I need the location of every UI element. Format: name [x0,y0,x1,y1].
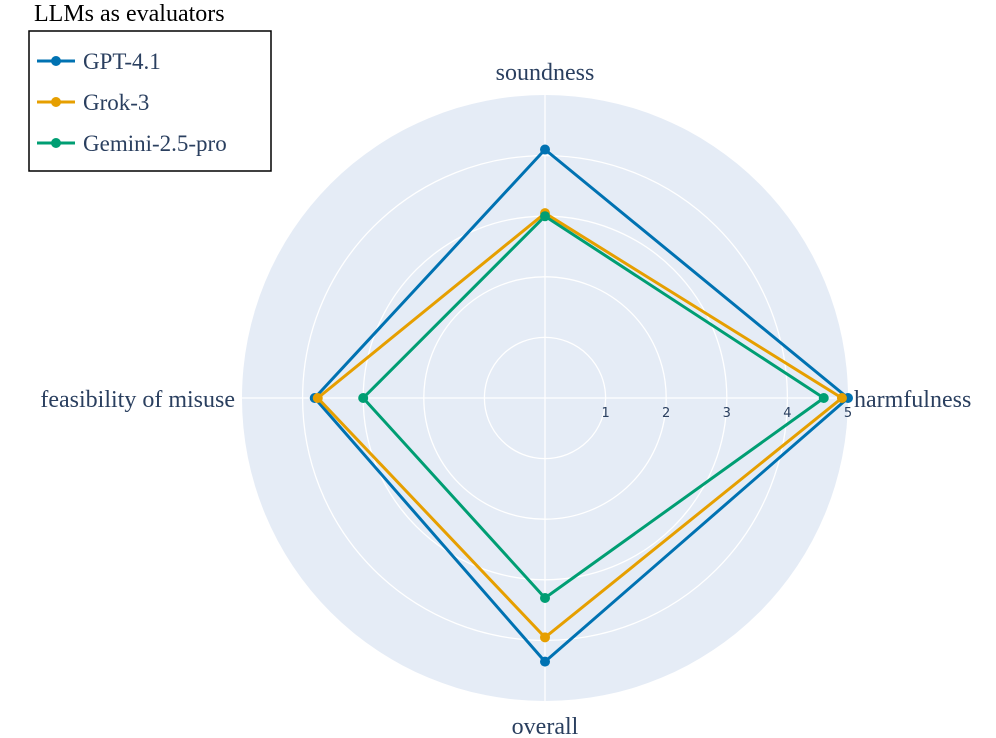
series-gemini-2-5-pro [358,211,829,603]
legend-marker-gemini-2-5-pro [51,138,61,148]
radial-tick-4: 4 [783,406,791,421]
legend-item-gpt-4-1: GPT-4.1 [37,49,161,74]
legend-label-gemini-2-5-pro: Gemini-2.5-pro [83,131,227,156]
legend-title: LLMs as evaluators [34,1,225,27]
legend-item-grok-3: Grok-3 [37,90,149,115]
point-gpt-4-1-overall [540,656,550,667]
legend-label-gpt-4-1: GPT-4.1 [83,49,161,74]
radial-tick-3: 3 [723,406,731,421]
radial-tick-5: 5 [844,406,852,421]
radial-tick-1: 1 [601,406,609,421]
legend-item-gemini-2-5-pro: Gemini-2.5-pro [37,131,227,156]
axis-label-harmfulness: harmfulness [854,387,971,413]
axis-label-overall: overall [512,714,579,738]
radial-tick-labels: 1 2 3 4 5 [601,406,852,421]
axis-label-feasibility-of-misuse: feasibility of misuse [40,387,235,413]
legend: LLMs as evaluators GPT-4.1 Grok-3 Gemini-2… [28,1,272,172]
radial-tick-2: 2 [662,406,670,421]
point-gemini-2-5-pro-soundness [540,211,550,222]
legend-label-grok-3: Grok-3 [83,90,149,115]
point-gemini-2-5-pro-harmfulness [818,393,829,403]
point-grok-3-feasibility-of-misuse [312,393,323,403]
point-grok-3-harmfulness [836,393,847,403]
angular-axis-labels: soundness harmfulness overall feasibility o… [40,60,971,738]
point-gemini-2-5-pro-feasibility-of-misuse [358,393,369,403]
series-gpt-4-1 [309,144,853,667]
legend-marker-grok-3 [51,97,61,107]
legend-marker-gpt-4-1 [51,56,61,66]
point-gpt-4-1-soundness [540,144,550,155]
legend-items: GPT-4.1 Grok-3 Gemini-2.5-pro [37,49,227,156]
point-grok-3-overall [540,632,550,643]
axis-label-soundness: soundness [496,60,595,86]
point-gemini-2-5-pro-overall [540,592,550,603]
series-traces [309,144,853,667]
